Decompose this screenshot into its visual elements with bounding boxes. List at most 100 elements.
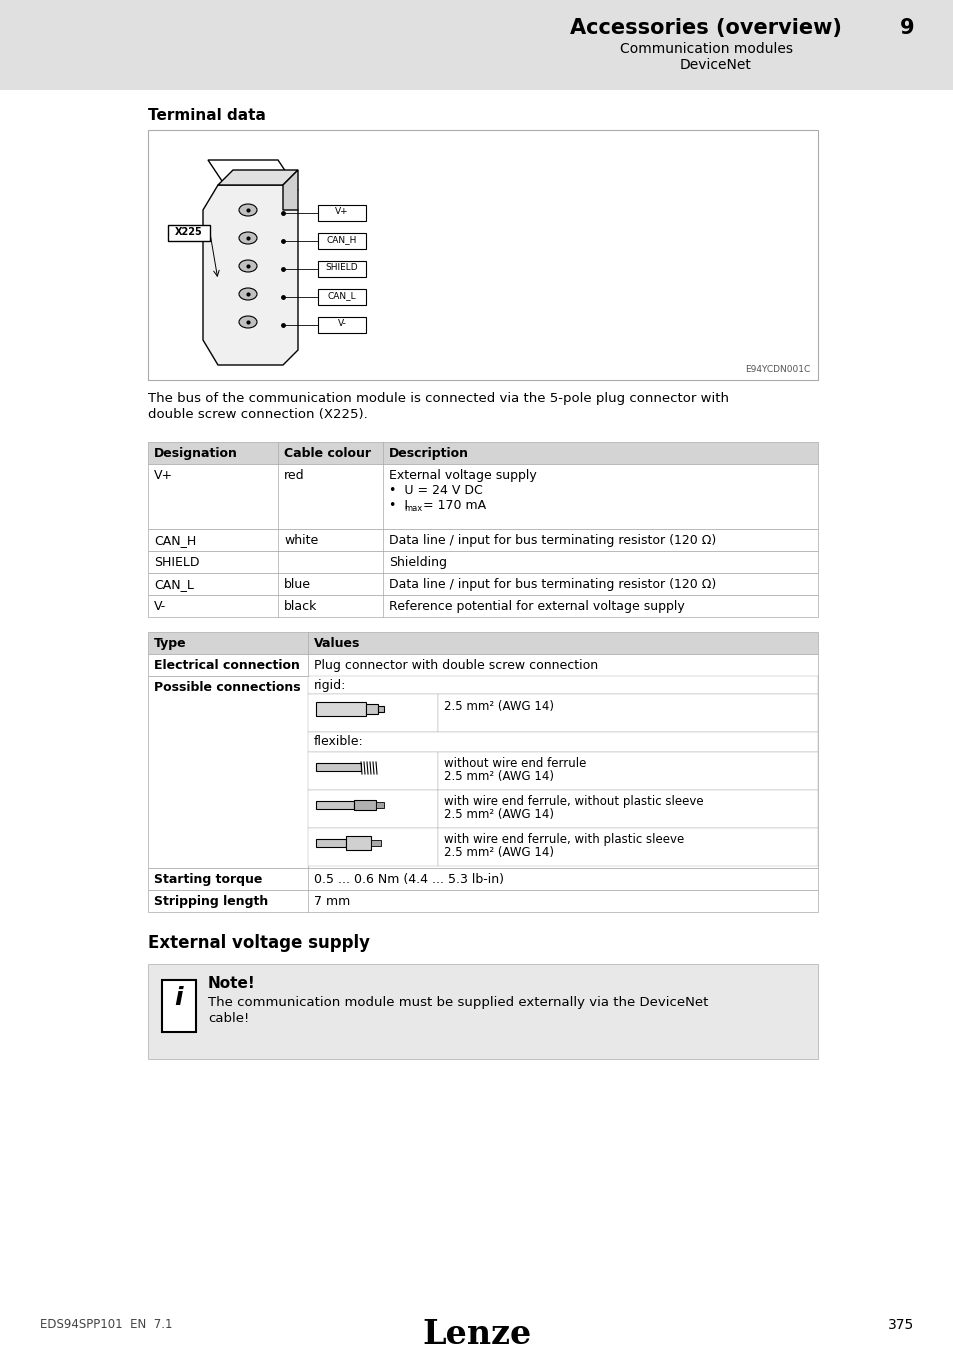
Text: V+: V+ bbox=[153, 468, 172, 482]
Bar bbox=[148, 595, 817, 617]
Text: V+: V+ bbox=[335, 207, 349, 216]
Bar bbox=[346, 836, 371, 850]
Bar bbox=[148, 464, 817, 529]
Text: The communication module must be supplied externally via the DeviceNet: The communication module must be supplie… bbox=[208, 996, 708, 1008]
Bar bbox=[317, 205, 366, 221]
Text: double screw connection (X225).: double screw connection (X225). bbox=[148, 408, 367, 421]
Text: Possible connections: Possible connections bbox=[153, 680, 300, 694]
Text: max: max bbox=[403, 504, 422, 513]
Bar bbox=[377, 706, 384, 711]
Polygon shape bbox=[283, 170, 297, 211]
Text: Starting torque: Starting torque bbox=[153, 873, 262, 886]
Bar bbox=[148, 676, 308, 868]
Bar bbox=[308, 828, 437, 865]
Text: 2.5 mm² (AWG 14): 2.5 mm² (AWG 14) bbox=[443, 846, 554, 859]
Text: Type: Type bbox=[153, 637, 187, 649]
Text: Terminal data: Terminal data bbox=[148, 108, 266, 123]
Text: The bus of the communication module is connected via the 5-pole plug connector w: The bus of the communication module is c… bbox=[148, 392, 728, 405]
Polygon shape bbox=[208, 161, 297, 190]
Bar bbox=[437, 752, 817, 790]
Text: CAN_H: CAN_H bbox=[327, 235, 356, 244]
Text: CAN_L: CAN_L bbox=[153, 578, 193, 591]
Bar bbox=[148, 572, 817, 595]
Bar bbox=[375, 802, 384, 809]
Text: 2.5 mm² (AWG 14): 2.5 mm² (AWG 14) bbox=[443, 809, 554, 821]
Text: E94YCDN001C: E94YCDN001C bbox=[744, 364, 809, 374]
Text: V-: V- bbox=[153, 599, 166, 613]
Bar bbox=[148, 632, 817, 653]
Text: CAN_H: CAN_H bbox=[153, 535, 196, 547]
Ellipse shape bbox=[239, 261, 256, 271]
Text: with wire end ferrule, with plastic sleeve: with wire end ferrule, with plastic slee… bbox=[443, 833, 683, 846]
Text: •  U = 24 V DC: • U = 24 V DC bbox=[389, 485, 482, 497]
Bar bbox=[371, 840, 380, 846]
Bar bbox=[168, 225, 210, 242]
Text: 2.5 mm² (AWG 14): 2.5 mm² (AWG 14) bbox=[443, 769, 554, 783]
Bar bbox=[315, 702, 366, 716]
Bar bbox=[308, 676, 817, 694]
Bar bbox=[308, 732, 817, 752]
Bar bbox=[437, 694, 817, 732]
Text: red: red bbox=[284, 468, 304, 482]
Text: V-: V- bbox=[337, 319, 346, 328]
Bar bbox=[148, 551, 817, 572]
Bar bbox=[317, 261, 366, 277]
Text: DeviceNet: DeviceNet bbox=[679, 58, 751, 72]
Bar bbox=[366, 703, 377, 714]
Text: •  I: • I bbox=[389, 500, 408, 512]
Text: Note!: Note! bbox=[208, 976, 255, 991]
Text: Electrical connection: Electrical connection bbox=[153, 659, 299, 672]
Bar bbox=[354, 801, 375, 810]
Text: Data line / input for bus terminating resistor (120 Ω): Data line / input for bus terminating re… bbox=[389, 578, 716, 591]
Text: Values: Values bbox=[314, 637, 360, 649]
Text: Reference potential for external voltage supply: Reference potential for external voltage… bbox=[389, 599, 684, 613]
Bar bbox=[148, 441, 817, 464]
Text: 2.5 mm² (AWG 14): 2.5 mm² (AWG 14) bbox=[443, 701, 554, 713]
Text: black: black bbox=[284, 599, 317, 613]
Text: Cable colour: Cable colour bbox=[284, 447, 371, 460]
Ellipse shape bbox=[239, 316, 256, 328]
Bar bbox=[148, 890, 817, 913]
Bar bbox=[317, 234, 366, 248]
Text: blue: blue bbox=[284, 578, 311, 591]
Bar bbox=[148, 653, 817, 676]
Text: rigid:: rigid: bbox=[314, 679, 346, 693]
Text: 375: 375 bbox=[887, 1318, 913, 1332]
Text: SHIELD: SHIELD bbox=[153, 556, 199, 568]
Text: 7 mm: 7 mm bbox=[314, 895, 350, 909]
Bar bbox=[437, 790, 817, 828]
Bar bbox=[148, 868, 817, 890]
Bar bbox=[317, 289, 366, 305]
Text: 0.5 ... 0.6 Nm (4.4 ... 5.3 lb-in): 0.5 ... 0.6 Nm (4.4 ... 5.3 lb-in) bbox=[314, 873, 503, 886]
Text: Description: Description bbox=[389, 447, 469, 460]
Text: Accessories (overview): Accessories (overview) bbox=[569, 18, 841, 38]
Bar bbox=[315, 801, 354, 809]
Text: Lenze: Lenze bbox=[422, 1318, 531, 1350]
Text: i: i bbox=[174, 986, 183, 1010]
Text: X225: X225 bbox=[175, 227, 203, 238]
Bar bbox=[0, 0, 953, 90]
Ellipse shape bbox=[239, 232, 256, 244]
Bar bbox=[315, 838, 346, 846]
Polygon shape bbox=[218, 170, 297, 185]
Text: white: white bbox=[284, 535, 318, 547]
Text: Designation: Designation bbox=[153, 447, 237, 460]
Text: without wire end ferrule: without wire end ferrule bbox=[443, 757, 586, 769]
Text: cable!: cable! bbox=[208, 1012, 249, 1025]
Text: Stripping length: Stripping length bbox=[153, 895, 268, 909]
Text: External voltage supply: External voltage supply bbox=[389, 468, 537, 482]
Bar bbox=[308, 676, 817, 868]
Text: 9: 9 bbox=[899, 18, 914, 38]
Bar bbox=[148, 130, 817, 379]
Ellipse shape bbox=[239, 204, 256, 216]
Text: CAN_L: CAN_L bbox=[327, 292, 355, 300]
Bar bbox=[162, 980, 195, 1031]
Ellipse shape bbox=[239, 288, 256, 300]
Bar bbox=[437, 828, 817, 865]
Bar bbox=[315, 763, 360, 771]
Bar bbox=[308, 694, 437, 732]
Bar bbox=[308, 790, 437, 828]
Text: Data line / input for bus terminating resistor (120 Ω): Data line / input for bus terminating re… bbox=[389, 535, 716, 547]
Bar bbox=[148, 529, 817, 551]
Text: EDS94SPP101  EN  7.1: EDS94SPP101 EN 7.1 bbox=[40, 1318, 172, 1331]
